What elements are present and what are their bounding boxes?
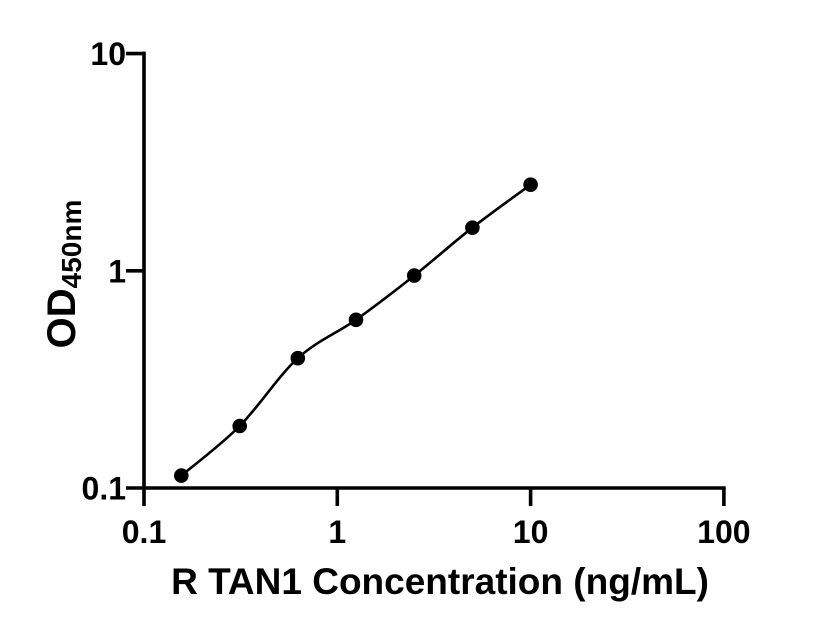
data-point (465, 220, 480, 235)
data-point (348, 312, 364, 328)
x-tick-label: 1 (328, 514, 346, 550)
data-point (174, 468, 189, 483)
x-tick-label: 0.1 (122, 514, 166, 550)
y-axis-title-subscript: 450nm (56, 199, 87, 289)
y-axis-title-main: OD (40, 288, 84, 349)
data-point (406, 268, 422, 283)
data-point (523, 177, 538, 192)
y-tick-label: 1 (108, 253, 126, 289)
x-tick-label: 100 (697, 514, 750, 550)
y-axis-title: OD450nm (40, 200, 88, 349)
y-tick-label: 10 (90, 36, 126, 72)
data-point (290, 350, 306, 366)
x-tick-label: 10 (513, 514, 549, 550)
x-axis-title: R TAN1 Concentration (ng/mL) (171, 561, 709, 602)
data-point (232, 418, 247, 434)
y-tick-label: 0.1 (82, 471, 126, 507)
